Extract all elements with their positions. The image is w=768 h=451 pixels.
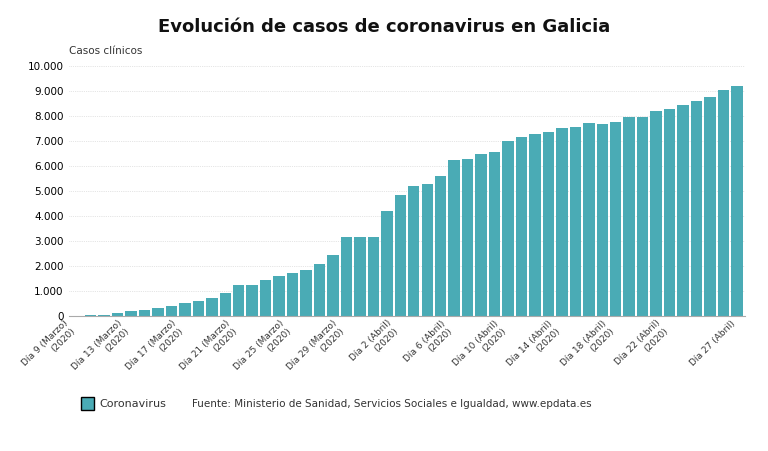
Bar [502, 141, 514, 316]
Text: Evolución de casos de coronavirus en Galicia: Evolución de casos de coronavirus en Gal… [158, 18, 610, 36]
Bar [462, 159, 473, 316]
Bar [583, 123, 594, 316]
Bar [488, 152, 500, 316]
Bar [273, 276, 285, 316]
Bar [422, 184, 433, 316]
Bar [206, 298, 217, 316]
Bar [650, 111, 662, 316]
Bar [690, 101, 702, 316]
Bar [368, 238, 379, 316]
Bar [543, 132, 554, 316]
Bar [354, 237, 366, 316]
Bar [529, 134, 541, 316]
Text: Coronavirus: Coronavirus [100, 399, 167, 409]
Bar [260, 281, 271, 316]
Bar [610, 122, 621, 316]
Bar [220, 293, 231, 316]
Bar [731, 86, 743, 316]
Bar [139, 310, 151, 316]
Text: Fuente: Ministerio de Sanidad, Servicios Sociales e Igualdad, www.epdata.es: Fuente: Ministerio de Sanidad, Servicios… [192, 399, 591, 409]
Bar [247, 285, 258, 316]
Bar [98, 315, 110, 316]
Bar [314, 264, 326, 316]
Bar [233, 285, 244, 316]
Bar [152, 308, 164, 316]
Bar [435, 176, 446, 316]
Bar [664, 110, 675, 316]
Bar [395, 195, 406, 316]
Bar [475, 154, 487, 316]
Bar [408, 186, 419, 316]
Bar [125, 311, 137, 316]
Bar [341, 237, 353, 316]
Bar [166, 306, 177, 316]
Bar [179, 304, 190, 316]
Bar [637, 117, 648, 316]
Bar [624, 117, 635, 316]
Bar [449, 161, 460, 316]
Bar [556, 128, 568, 316]
Bar [287, 273, 298, 316]
Bar [704, 97, 716, 316]
Bar [300, 270, 312, 316]
Bar [112, 313, 124, 316]
Bar [718, 90, 729, 316]
Bar [193, 300, 204, 316]
Bar [381, 211, 392, 316]
Bar [597, 124, 608, 316]
Bar [327, 255, 339, 316]
Bar [516, 137, 527, 316]
Text: Casos clínicos: Casos clínicos [69, 46, 143, 56]
Bar [570, 127, 581, 316]
Bar [677, 105, 689, 316]
